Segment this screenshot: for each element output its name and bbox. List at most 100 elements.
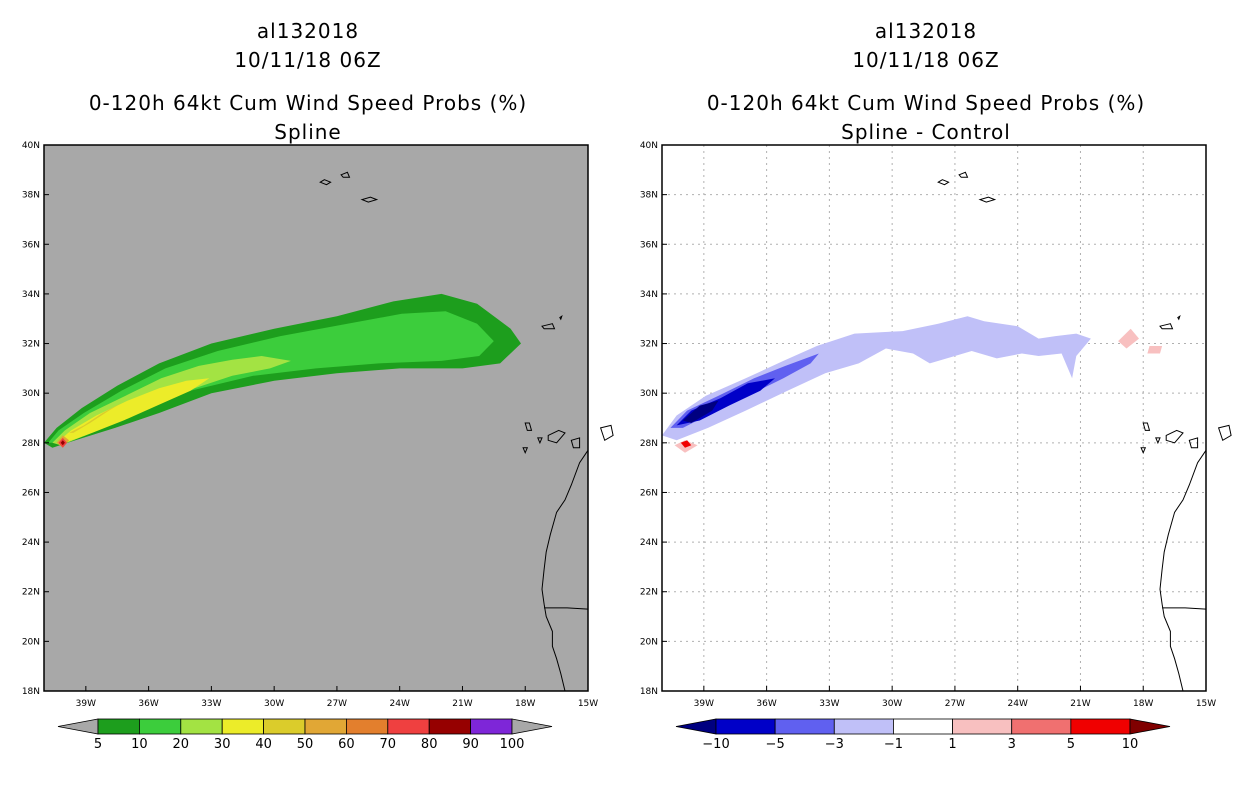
contour-80 bbox=[60, 440, 65, 446]
x-tick-label: 21W bbox=[452, 699, 472, 709]
island-outline bbox=[570, 437, 581, 449]
y-tick-label: 30N bbox=[640, 389, 658, 399]
island-outline bbox=[599, 424, 614, 442]
x-tick-label: 39W bbox=[694, 699, 714, 709]
colorbar-label: 50 bbox=[297, 737, 314, 752]
island-outline bbox=[958, 171, 969, 178]
y-tick-label: 20N bbox=[22, 637, 40, 647]
island-outline bbox=[319, 179, 332, 186]
country-border bbox=[544, 607, 589, 610]
country-border bbox=[1162, 607, 1207, 610]
island-outline bbox=[360, 196, 379, 203]
x-tick-label: 36W bbox=[138, 699, 158, 709]
colorbar-swatch bbox=[893, 718, 953, 735]
island-outline bbox=[559, 315, 563, 321]
y-tick-label: 22N bbox=[22, 588, 40, 598]
colorbar-label: 90 bbox=[462, 737, 479, 752]
left-map-panel: 39W 36W 33W 30W 27W 24W 21W 18W 15W 18N 20N 22N 24N 2… bbox=[22, 141, 614, 709]
left-colorbar: 5 10 20 30 40 50 60 70 80 90 100 bbox=[57, 718, 553, 752]
y-tick-label: 36N bbox=[22, 240, 40, 250]
map-background bbox=[662, 145, 1206, 691]
colorbar-label: −3 bbox=[825, 737, 844, 752]
x-tick-label: 33W bbox=[201, 699, 221, 709]
contour-40 bbox=[69, 403, 122, 433]
left-subtitle: Spline bbox=[274, 120, 341, 144]
contour--1 bbox=[662, 316, 1091, 441]
colorbar-swatch bbox=[97, 718, 140, 735]
colorbar-swatch bbox=[180, 718, 223, 735]
island-outline bbox=[1217, 424, 1232, 442]
colorbar-swatch bbox=[221, 718, 264, 735]
colorbar-high-arrow bbox=[1129, 718, 1171, 735]
colorbar-label: 80 bbox=[421, 737, 438, 752]
colorbar-swatch bbox=[263, 718, 306, 735]
colorbar-swatch bbox=[345, 718, 389, 735]
y-tick-label: 20N bbox=[640, 637, 658, 647]
right-colorbar: −10 −5 −3 −1 1 3 5 10 bbox=[675, 718, 1171, 752]
y-tick-label: 40N bbox=[640, 141, 658, 151]
contour-1 bbox=[1147, 346, 1163, 354]
colorbar-label: −10 bbox=[702, 737, 729, 752]
right-subtitle: Spline - Control bbox=[841, 120, 1011, 144]
contour-30 bbox=[56, 378, 210, 443]
island-outline bbox=[1140, 447, 1147, 454]
y-tick-label: 34N bbox=[640, 290, 658, 300]
island-outline bbox=[937, 179, 950, 186]
y-tick-label: 18N bbox=[22, 687, 40, 697]
colorbar-label: 100 bbox=[500, 737, 525, 752]
colorbar-label: 5 bbox=[1067, 737, 1075, 752]
island-outline bbox=[522, 447, 529, 454]
colorbar-swatch bbox=[1070, 718, 1131, 735]
x-tick-label: 21W bbox=[1070, 699, 1090, 709]
african-coastline bbox=[541, 450, 589, 692]
right-storm-id: al132018 bbox=[875, 19, 977, 43]
colorbar-label: −5 bbox=[766, 737, 785, 752]
left-title: 0-120h 64kt Cum Wind Speed Probs (%) bbox=[89, 91, 527, 115]
colorbar-swatch bbox=[470, 718, 513, 735]
colorbar-label: 30 bbox=[214, 737, 231, 752]
x-tick-label: 36W bbox=[756, 699, 776, 709]
island-outline bbox=[1177, 315, 1181, 321]
colorbar-low-arrow bbox=[57, 718, 99, 735]
x-tick-label: 27W bbox=[945, 699, 965, 709]
colorbar-swatch bbox=[715, 718, 776, 735]
colorbar-label: 10 bbox=[131, 737, 148, 752]
y-tick-label: 36N bbox=[640, 240, 658, 250]
right-datetime: 10/11/18 06Z bbox=[852, 48, 999, 72]
y-tick-label: 34N bbox=[22, 290, 40, 300]
colorbar-label: 60 bbox=[338, 737, 355, 752]
right-map-panel: 39W 36W 33W 30W 27W 24W 21W 18W 15W 18N 20N 22N 24N 2… bbox=[640, 141, 1232, 709]
colorbar-swatch bbox=[952, 718, 1013, 735]
x-tick-label: 30W bbox=[882, 699, 902, 709]
colorbar-high-arrow bbox=[511, 718, 553, 735]
x-tick-label: 18W bbox=[515, 699, 535, 709]
y-tick-label: 38N bbox=[22, 191, 40, 201]
colorbar-label: 20 bbox=[173, 737, 190, 752]
colorbar-swatch bbox=[387, 718, 430, 735]
colorbar-swatch bbox=[833, 718, 894, 735]
colorbar-label: 5 bbox=[94, 737, 102, 752]
island-outline bbox=[1165, 429, 1184, 444]
contour-1 bbox=[1118, 328, 1139, 349]
island-outline bbox=[547, 429, 566, 444]
y-tick-label: 18N bbox=[640, 687, 658, 697]
x-tick-label: 24W bbox=[390, 699, 410, 709]
island-outline bbox=[1142, 422, 1151, 431]
x-tick-label: 15W bbox=[578, 699, 598, 709]
island-outline bbox=[524, 422, 533, 431]
x-tick-label: 15W bbox=[1196, 699, 1216, 709]
contour--10 bbox=[682, 400, 719, 423]
island-outline bbox=[340, 171, 351, 178]
colorbar-label: 1 bbox=[948, 737, 956, 752]
y-tick-label: 22N bbox=[640, 588, 658, 598]
y-tick-label: 24N bbox=[22, 538, 40, 548]
y-tick-label: 28N bbox=[22, 439, 40, 449]
y-tick-label: 32N bbox=[22, 340, 40, 350]
y-tick-label: 28N bbox=[640, 439, 658, 449]
y-tick-label: 24N bbox=[640, 538, 658, 548]
map-frame bbox=[661, 144, 1207, 692]
colorbar-label: 3 bbox=[1008, 737, 1016, 752]
island-outline bbox=[541, 323, 556, 330]
colorbar-swatch bbox=[428, 718, 472, 735]
